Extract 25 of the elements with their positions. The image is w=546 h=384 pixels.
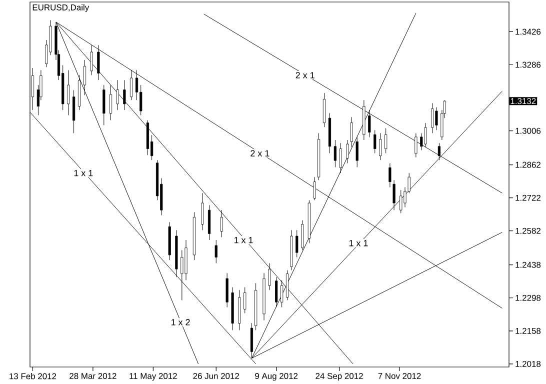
y-tick-label: 1.2158	[516, 328, 541, 334]
y-tick-label: 1.2722	[516, 194, 540, 201]
chart-title: EURUSD,Daily	[32, 4, 90, 12]
x-tick-label: 28 Mar 2012	[70, 373, 116, 380]
y-tick-label: 1.3286	[516, 62, 541, 68]
y-tick-label: 1.2438	[516, 262, 541, 268]
y-tick-label: 1.2018	[516, 360, 541, 367]
x-tick-label: 13 Feb 2012	[10, 373, 56, 380]
annotation: 2 x 1	[296, 72, 314, 78]
text: 1.3132	[510, 98, 536, 104]
x-tick-label: 26 Jun 2012	[193, 373, 239, 380]
y-tick-label: 1.3006	[516, 128, 541, 134]
y-tick-label: 1.2298	[516, 294, 541, 301]
annotation: 2 x 1	[250, 150, 270, 156]
y-tick-label: 1.2862	[516, 162, 540, 168]
x-tick-label: 7 Nov 2012	[378, 373, 421, 380]
annotation: 1 x 2	[172, 319, 190, 326]
y-tick-label: 1.3426	[516, 28, 541, 35]
y-tick-label: 1.2582	[516, 228, 540, 234]
x-tick-label: 24 Sep 2012	[316, 373, 363, 381]
annotation: 1 x 1	[234, 236, 253, 244]
x-tick-label: 9 Aug 2012	[255, 373, 298, 381]
x-tick-label: 11 May 2012	[130, 373, 177, 381]
annotation: 1 x 1	[349, 240, 368, 246]
annotation: 1 x 1	[74, 170, 93, 176]
